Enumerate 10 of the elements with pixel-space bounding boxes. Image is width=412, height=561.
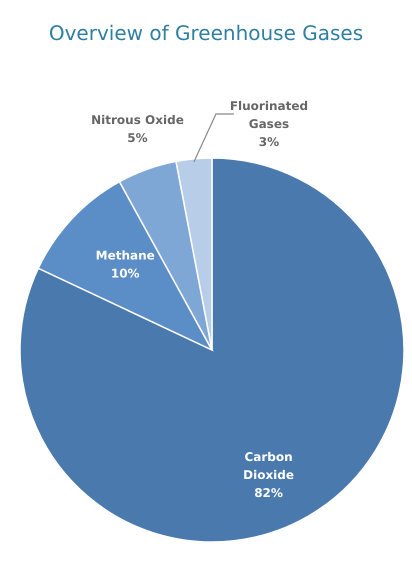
data-label: 3%	[258, 135, 280, 149]
data-label: 5%	[127, 131, 148, 146]
slice-label: Methane	[96, 248, 155, 263]
data-label: 10%	[110, 266, 140, 281]
pie-slice	[20, 157, 405, 543]
data-label: 82%	[254, 486, 283, 500]
slice-label: Nitrous Oxide	[91, 113, 184, 128]
chart-title: Overview of Greenhouse Gases	[48, 21, 364, 45]
slice-label: Carbon Dioxide	[243, 450, 294, 482]
slice-label: Fluorinated Gases	[230, 99, 308, 131]
